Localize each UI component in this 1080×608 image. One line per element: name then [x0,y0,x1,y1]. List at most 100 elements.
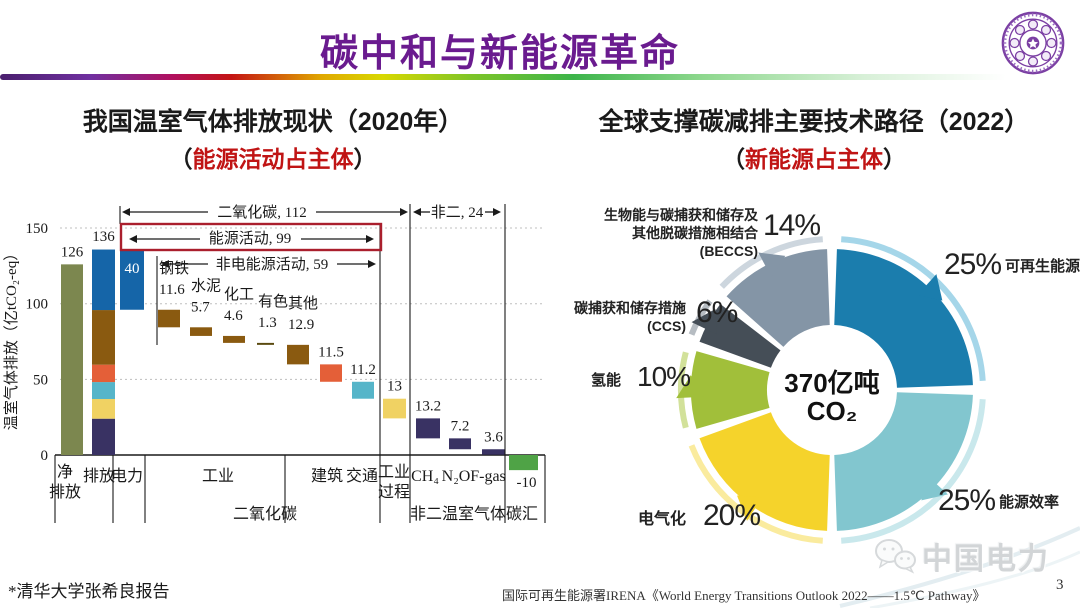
donut-slice-efficiency [834,392,973,531]
annotation-arrow-head [413,208,421,216]
ccs-label: 碳捕获和储存措施 (CCS) [544,299,686,335]
donut-outer-arc-efficiency [841,399,986,544]
annotation-non-co2: 非二, 24 [431,204,484,221]
bar-segment-emission [92,418,115,456]
annotation-energy: 能源活动, 99 [209,230,292,247]
beccs-pct: 14% [763,209,821,242]
footnote: *清华大学张希良报告 [8,582,170,601]
annotation-arrow-head [122,208,130,216]
seal-text-ring [1003,13,1063,73]
renewables-label: 可再生能源 [1005,258,1080,275]
annotation-arrow-head [366,235,374,243]
bar-transport [352,381,374,399]
y-tick-label: 50 [33,372,48,388]
y-axis-title: 温室气体排放（亿tCO₂-eq） [3,246,20,430]
beccs-label-line1: 生物能与碳捕获和储存及 [604,207,758,223]
donut-arrow-beccs [758,252,786,278]
annotation-arrow-head [493,208,501,216]
beccs-label-line2: 其他脱碳措施相结合 [632,225,758,242]
donut-arrow-hydrogen [676,375,705,399]
bar-segment-emission [92,310,115,365]
bar-value-sink: -10 [517,475,537,491]
x-group-label: 非二温室气体 [410,505,506,523]
bar-power [120,249,144,310]
tsinghua-university-seal-icon [1001,11,1065,75]
electrification-label: 电气化 [638,511,687,528]
page-title: 碳中和与新能源革命 [319,33,680,75]
y-tick-label: 0 [41,448,49,464]
ccs-label-line1: 碳捕获和储存措施 [574,300,686,316]
donut-outer-arc-electrification [688,444,823,544]
annotation-arrow-head [400,208,408,216]
bar-segment-emission [92,249,115,311]
x-label: 工业 [378,463,410,481]
seal-star [1027,38,1039,49]
donut-outer-arc-renewables [841,236,986,381]
bar-steel [158,309,180,328]
source-citation: 国际可再生能源署IRENA《World Energy Transitions O… [502,588,986,603]
bar-value-building: 11.5 [318,344,344,360]
bar-fgas [482,449,505,455]
bar-name-cement: 水泥 [191,277,221,294]
bar-sink [509,455,538,471]
rainbow-divider [0,74,1006,80]
efficiency-pct: 25% [938,484,996,517]
left-chart-title: 我国温室气体排放现状（2020年） [82,108,464,136]
bar-ch4 [416,418,440,439]
bar-segment-emission [92,364,115,383]
annotation-co2: 二氧化碳, 112 [217,204,306,221]
bar-value-power: 40 [125,261,140,277]
renewables-pct: 25% [944,248,1002,281]
subtitle-highlight: 新能源占主体 [745,146,883,172]
bar-nonferrous [257,342,274,345]
x-label: CH₄ [411,468,439,485]
bar-segment-emission [92,399,115,419]
bar-value-steel: 11.6 [159,282,185,298]
watermark-text: 中国电力 [922,543,1050,576]
bar-chem [223,335,245,343]
bar-value-net: 126 [61,244,84,260]
bar-other [287,344,309,365]
annotation-arrow-head [129,235,137,243]
bar-name-steel: 钢铁 [159,260,189,277]
ccs-label-line2: (CCS) [647,318,686,335]
annotation-arrow-head [368,260,376,268]
seal-petals [1009,19,1057,67]
bar-value-other: 12.9 [288,317,314,333]
bar-value-n2o: 7.2 [451,418,470,434]
x-label: 电力 [111,467,143,485]
subtitle-close-paren: ） [883,146,906,172]
donut-arrow-electrification [736,495,763,521]
seal-inner-ring [1008,18,1058,68]
subtitle-open-paren: （ [169,146,193,172]
donut-slice-renewables [834,249,973,388]
swoosh-line [839,526,1080,608]
donut-slice-beccs [726,249,830,347]
x-label: 排放 [83,467,115,485]
x-label: F-gas [470,468,506,485]
bar-net [61,264,83,455]
y-tick-label: 150 [26,221,49,237]
bar-name-other: 其他 [288,295,318,312]
right-chart-title: 全球支撑碳减排主要技术路径（2022） [598,108,1030,136]
bar-value-fgas: 3.6 [484,429,503,445]
donut-center-unit: CO₂ [806,396,858,426]
energy-activity-box [119,222,383,252]
bar-value-process: 13 [387,379,402,395]
x-label: 净 [57,463,73,481]
ccs-pct: 6% [696,296,738,329]
donut-arrow-efficiency [921,475,948,501]
donut-slice-ccs [699,303,781,368]
bar-building [320,364,342,382]
bar-value-transport: 11.2 [350,362,376,378]
subtitle-highlight: 能源活动占主体 [192,146,354,172]
wechat-icon [875,539,916,574]
donut-arrow-ccs [691,308,717,335]
subtitle-close-paren: ） [353,146,377,172]
donut-arrow-renewables [917,274,943,301]
donut-slice-electrification [699,412,830,531]
hydrogen-pct: 10% [637,361,691,392]
bar-segment-emission [92,382,115,400]
bar-value-cement: 5.7 [191,299,210,315]
